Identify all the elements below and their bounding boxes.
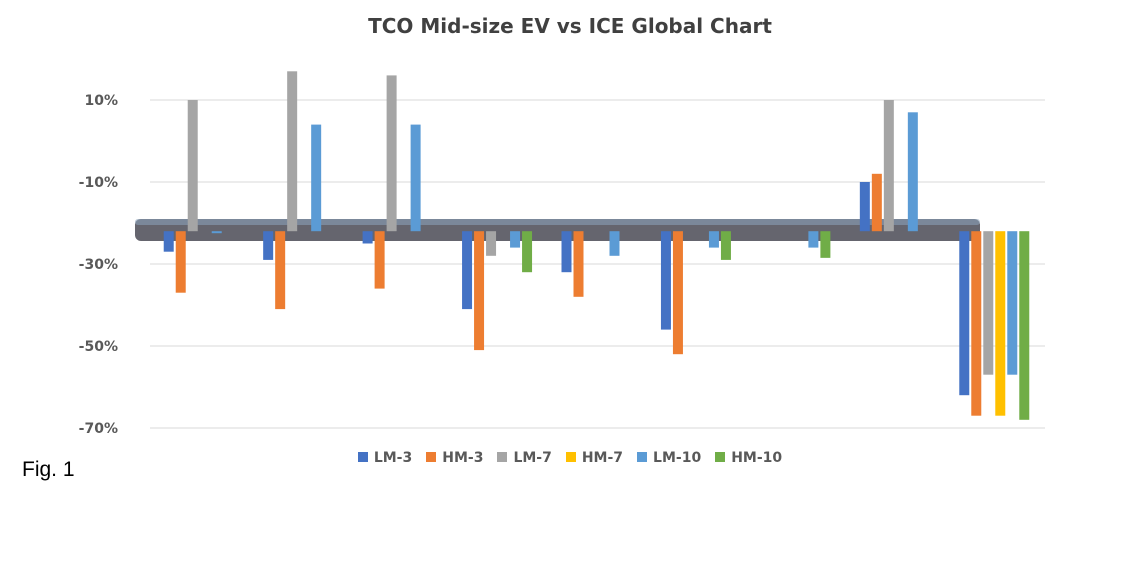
- legend-swatch: [497, 452, 508, 462]
- bar-lm-10: [1007, 231, 1018, 375]
- legend-item: LM-10: [637, 450, 701, 466]
- y-tick-label: -70%: [79, 421, 118, 437]
- bar-hm-10: [720, 231, 731, 260]
- bar-lm-10: [808, 231, 819, 248]
- bar-hm-3: [275, 231, 286, 310]
- legend-item: HM-10: [715, 450, 782, 466]
- bar-hm-3: [573, 231, 584, 297]
- bar-lm-7: [883, 100, 894, 232]
- y-tick-label: -10%: [79, 175, 118, 191]
- y-tick-label: 10%: [84, 93, 118, 109]
- legend-label: LM-3: [373, 450, 413, 466]
- legend-label: LM-7: [513, 450, 552, 466]
- bar-lm-3: [462, 231, 473, 310]
- bar-hm-3: [672, 231, 683, 355]
- bar-hm-7: [995, 231, 1006, 416]
- bar-hm-3: [474, 231, 485, 351]
- legend-swatch: [565, 452, 576, 462]
- legend-swatch: [637, 452, 648, 462]
- bar-hm-3: [971, 231, 982, 416]
- bar-hm-3: [175, 231, 186, 293]
- bar-lm-3: [561, 231, 572, 273]
- bar-lm-3: [362, 231, 373, 244]
- bar-lm-3: [859, 182, 870, 232]
- bar-lm-10: [708, 231, 719, 248]
- bar-lm-3: [660, 231, 671, 330]
- bar-lm-10: [609, 231, 620, 256]
- bar-lm-3: [163, 231, 174, 252]
- figure-caption: Fig. 1: [22, 458, 75, 481]
- bar-lm-3: [959, 231, 970, 396]
- bar-lm-7: [983, 231, 994, 375]
- baseline-highlight: [135, 219, 980, 225]
- legend-label: HM-3: [442, 450, 484, 466]
- bar-lm-7: [386, 75, 397, 232]
- bar-hm-3: [374, 231, 385, 289]
- legend-swatch: [357, 452, 368, 462]
- bar-lm-3: [263, 231, 274, 260]
- legend-item: LM-7: [497, 450, 552, 466]
- bar-lm-7: [187, 100, 198, 232]
- chart-title: TCO Mid-size EV vs ICE Global Chart: [368, 14, 772, 38]
- legend-label: HM-10: [731, 450, 783, 466]
- bar-lm-7: [486, 231, 497, 256]
- bar-lm-10: [311, 124, 322, 232]
- bar-hm-10: [1019, 231, 1030, 420]
- legend-item: HM-7: [565, 450, 624, 466]
- bar-lm-10: [211, 231, 222, 234]
- legend-label: HM-7: [581, 450, 624, 466]
- legend-swatch: [715, 452, 726, 462]
- bar-lm-10: [410, 124, 421, 232]
- chart-legend: LM-3 HM-3 LM-7 HM-7 LM-10 HM-10: [0, 450, 1124, 466]
- bar-hm-10: [820, 231, 831, 258]
- bar-hm-10: [522, 231, 533, 273]
- bar-lm-10: [510, 231, 521, 248]
- legend-item: HM-3: [426, 450, 483, 466]
- y-tick-label: -50%: [79, 339, 118, 355]
- legend-swatch: [426, 452, 437, 462]
- legend-label: LM-10: [653, 450, 702, 466]
- bar-hm-3: [871, 173, 882, 232]
- legend-item: LM-3: [357, 450, 413, 466]
- bar-lm-10: [907, 112, 918, 232]
- y-tick-label: -30%: [79, 257, 118, 273]
- bar-lm-7: [287, 71, 298, 232]
